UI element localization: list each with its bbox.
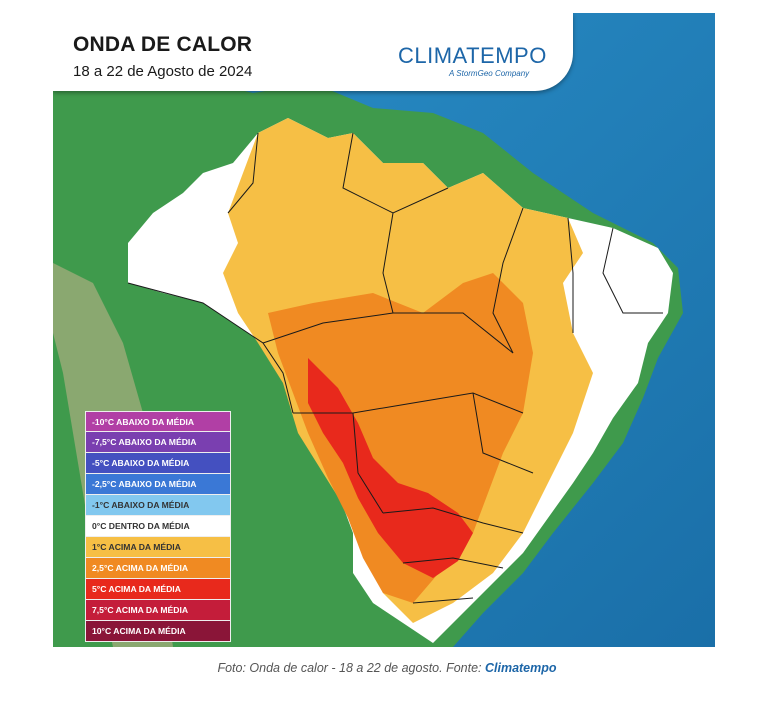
caption-text: Foto: Onda de calor - 18 a 22 de agosto.… xyxy=(217,661,485,675)
brazil-orange-zone xyxy=(268,273,533,603)
brand-tagline: A StormGeo Company xyxy=(449,69,530,78)
title-panel: ONDA DE CALOR 18 a 22 de Agosto de 2024 … xyxy=(53,13,573,91)
brand-logo-text: CLIMATEMPO xyxy=(398,43,547,68)
legend-item: 10°C ACIMA DA MÉDIA xyxy=(85,621,231,642)
image-caption: Foto: Onda de calor - 18 a 22 de agosto.… xyxy=(0,661,774,675)
legend-item: -5°C ABAIXO DA MÉDIA xyxy=(85,453,231,474)
legend-item: -10°C ABAIXO DA MÉDIA xyxy=(85,411,231,432)
map-title: ONDA DE CALOR xyxy=(73,33,253,56)
state-borders xyxy=(127,132,663,604)
map-subtitle: 18 a 22 de Agosto de 2024 xyxy=(73,63,253,80)
legend-item: 7,5°C ACIMA DA MÉDIA xyxy=(85,600,231,621)
legend-item: -7,5°C ABAIXO DA MÉDIA xyxy=(85,432,231,453)
legend-item: 0°C DENTRO DA MÉDIA xyxy=(85,516,231,537)
heatwave-map: ONDA DE CALOR 18 a 22 de Agosto de 2024 … xyxy=(53,13,715,647)
legend-item: 2,5°C ACIMA DA MÉDIA xyxy=(85,558,231,579)
temperature-legend: -10°C ABAIXO DA MÉDIA -7,5°C ABAIXO DA MÉ… xyxy=(85,411,231,642)
legend-item: 1°C ACIMA DA MÉDIA xyxy=(85,537,231,558)
legend-item: -2,5°C ABAIXO DA MÉDIA xyxy=(85,474,231,495)
caption-source-link[interactable]: Climatempo xyxy=(484,661,557,675)
legend-item: 5°C ACIMA DA MÉDIA xyxy=(85,579,231,600)
legend-item: -1°C ABAIXO DA MÉDIA xyxy=(85,495,231,516)
